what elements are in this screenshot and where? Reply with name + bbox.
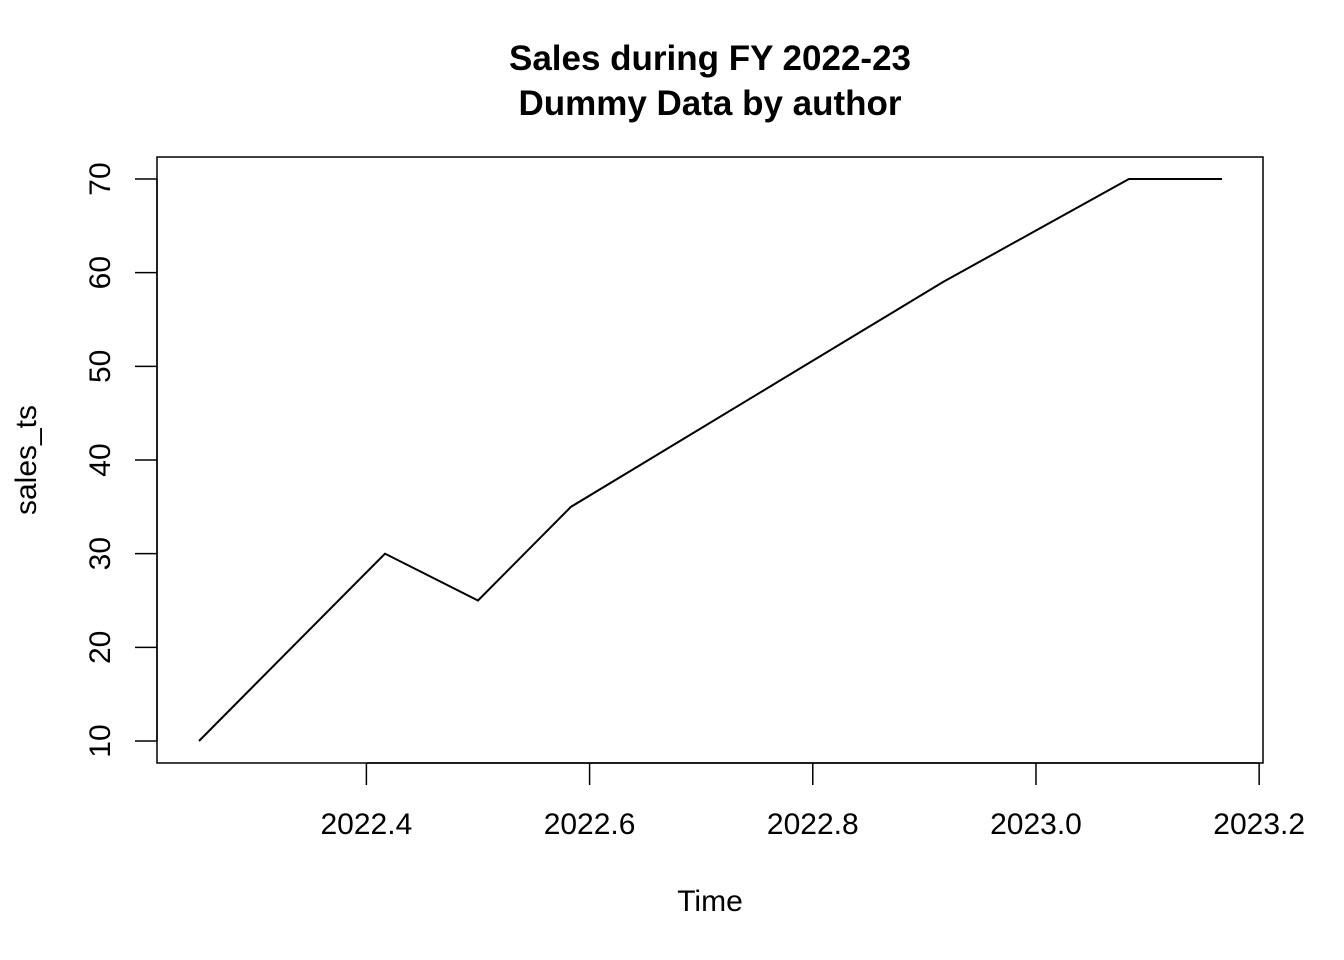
x-tick-label: 2022.4 <box>321 808 413 841</box>
y-axis: 10 20 30 40 50 60 70 <box>84 162 158 758</box>
y-tick-label: 50 <box>84 350 117 383</box>
y-tick-label: 30 <box>84 537 117 570</box>
x-tick-label: 2023.0 <box>990 808 1082 841</box>
y-tick-label: 20 <box>84 631 117 664</box>
x-axis: 2022.4 2022.6 2022.8 2023.0 2023.2 <box>321 762 1305 841</box>
series-line <box>198 178 1222 742</box>
series-layer <box>198 178 1222 742</box>
chart-title: Sales during FY 2022-23 <box>509 39 911 78</box>
chart-subtitle: Dummy Data by author <box>518 84 901 123</box>
y-axis-label: sales_ts <box>10 405 43 515</box>
x-axis-label: Time <box>677 885 743 918</box>
y-tick-label: 40 <box>84 443 117 476</box>
plot-frame <box>156 156 1264 764</box>
x-tick-label: 2023.2 <box>1213 808 1305 841</box>
x-tick-label: 2022.8 <box>767 808 859 841</box>
y-tick-label: 60 <box>84 256 117 289</box>
x-tick-label: 2022.6 <box>544 808 636 841</box>
y-tick-label: 70 <box>84 162 117 195</box>
y-tick-label: 10 <box>84 724 117 757</box>
